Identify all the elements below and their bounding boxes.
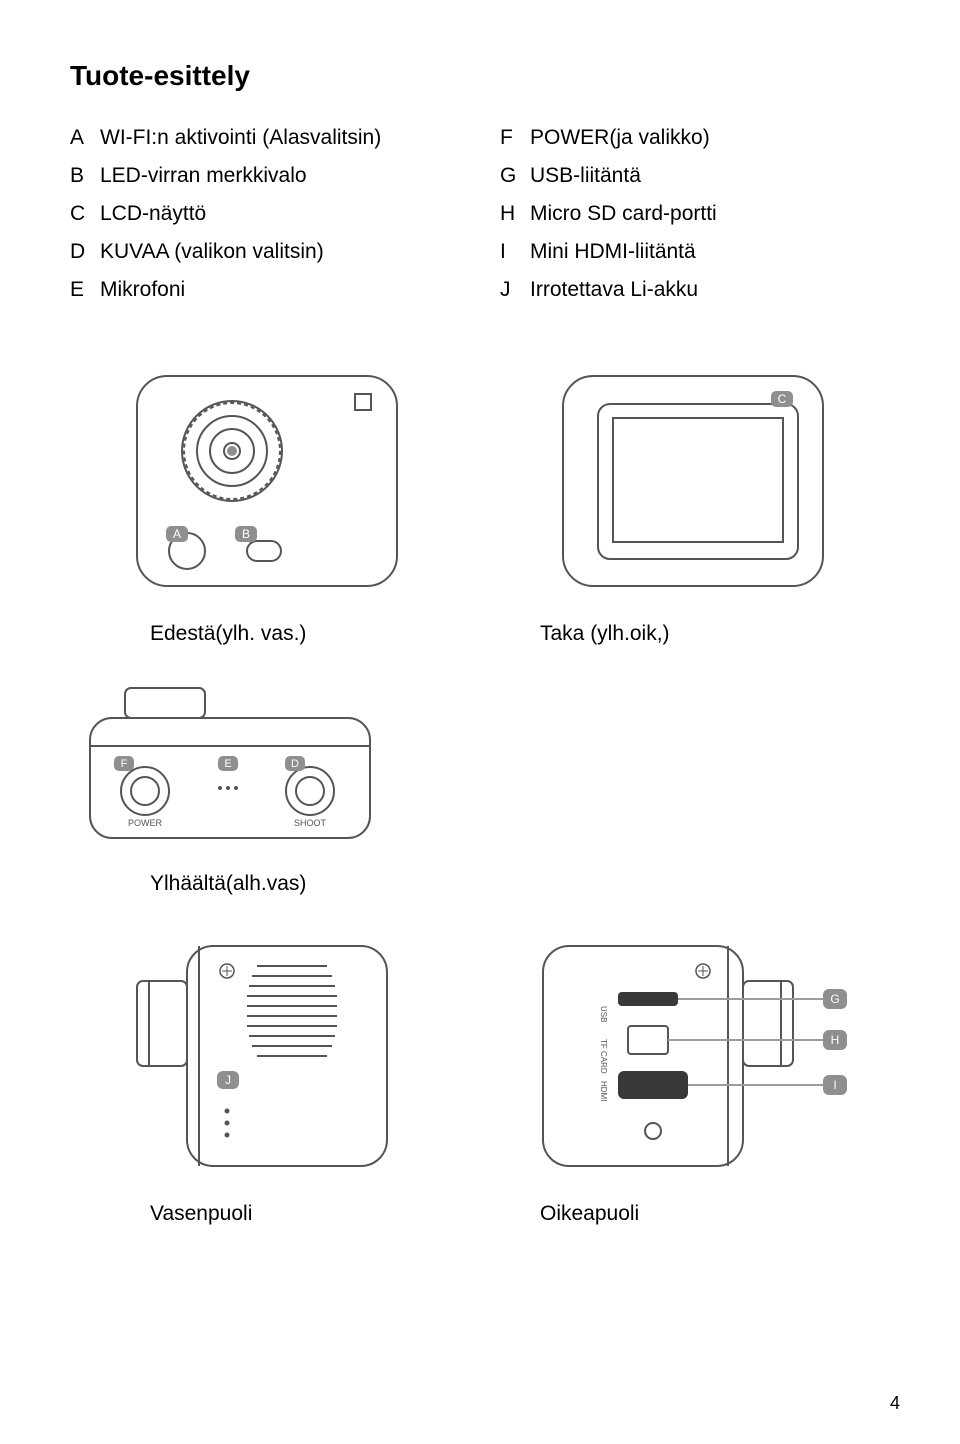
page-title: Tuote-esittely [70,60,890,92]
caption-front: Edestä(ylh. vas.) [70,622,480,646]
def-text: USB-liitäntä [530,164,641,188]
def-letter: B [70,164,100,188]
svg-text:TF CARD: TF CARD [599,1039,608,1074]
def-row: EMikrofoni [70,278,460,302]
def-text: Irrotettava Li-akku [530,278,698,302]
page-number: 4 [890,1393,900,1414]
def-text: Micro SD card-portti [530,202,717,226]
svg-text:D: D [291,758,299,770]
def-row: HMicro SD card-portti [500,202,890,226]
definitions-table: AWI-FI:n aktivointi (Alasvalitsin)BLED-v… [70,126,890,316]
defs-right-col: FPOWER(ja valikko)GUSB-liitäntäHMicro SD… [500,126,890,316]
diagram-top: POWER SHOOT F E D [70,676,890,856]
def-text: LED-virran merkkivalo [100,164,307,188]
svg-text:E: E [224,758,231,770]
svg-text:A: A [173,527,181,541]
def-letter: J [500,278,530,302]
svg-text:H: H [831,1033,840,1047]
def-row: BLED-virran merkkivalo [70,164,460,188]
def-text: Mikrofoni [100,278,185,302]
def-row: GUSB-liitäntä [500,164,890,188]
def-text: KUVAA (valikon valitsin) [100,240,324,264]
svg-text:G: G [831,992,840,1006]
diagram-left: J [70,926,464,1186]
svg-text:I: I [834,1078,837,1092]
diagram-front: A B [70,356,464,606]
def-letter: I [500,240,530,264]
def-row: CLCD-näyttö [70,202,460,226]
caption-top: Ylhäältä(alh.vas) [70,872,480,896]
def-letter: H [500,202,530,226]
caption-back: Taka (ylh.oik,) [480,622,890,646]
svg-text:HDMI: HDMI [599,1081,608,1101]
caption-right: Oikeapuoli [480,1202,890,1226]
diagram-back: C [496,356,890,606]
svg-text:SHOOT: SHOOT [294,818,327,828]
caption-left: Vasenpuoli [70,1202,480,1226]
def-row: JIrrotettava Li-akku [500,278,890,302]
def-row: IMini HDMI-liitäntä [500,240,890,264]
svg-text:POWER: POWER [128,818,163,828]
def-letter: G [500,164,530,188]
def-letter: A [70,126,100,150]
def-row: DKUVAA (valikon valitsin) [70,240,460,264]
svg-text:J: J [225,1073,231,1087]
def-text: POWER(ja valikko) [530,126,710,150]
svg-text:C: C [778,392,787,406]
def-text: WI-FI:n aktivointi (Alasvalitsin) [100,126,381,150]
def-text: LCD-näyttö [100,202,206,226]
svg-text:F: F [121,758,128,770]
svg-text:B: B [242,527,250,541]
def-letter: F [500,126,530,150]
svg-text:USB: USB [599,1006,608,1022]
def-text: Mini HDMI-liitäntä [530,240,696,264]
def-letter: E [70,278,100,302]
defs-left-col: AWI-FI:n aktivointi (Alasvalitsin)BLED-v… [70,126,460,316]
def-row: FPOWER(ja valikko) [500,126,890,150]
def-row: AWI-FI:n aktivointi (Alasvalitsin) [70,126,460,150]
def-letter: C [70,202,100,226]
diagram-right: USB TF CARD HDMI G H I [496,926,890,1186]
def-letter: D [70,240,100,264]
